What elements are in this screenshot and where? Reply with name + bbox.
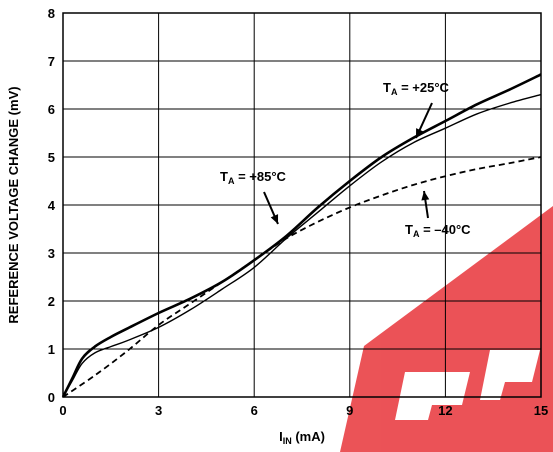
y-tick-labels: 0 1 2 3 4 5 6 7 8 bbox=[48, 6, 56, 405]
annotation-arrowhead bbox=[270, 214, 279, 224]
series-line-85c bbox=[62, 93, 542, 398]
watermark-logo bbox=[340, 206, 553, 452]
series-label: TA = +25°C bbox=[383, 80, 450, 97]
series-label: TA = +85°C bbox=[220, 169, 287, 186]
y-tick-label: 7 bbox=[48, 54, 55, 69]
y-axis-title: REFERENCE VOLTAGE CHANGE (mV) bbox=[6, 86, 21, 323]
y-tick-label: 0 bbox=[48, 390, 55, 405]
y-tick-label: 3 bbox=[48, 246, 55, 261]
y-tick-label: 1 bbox=[48, 342, 55, 357]
y-tick-label: 6 bbox=[48, 102, 55, 117]
series-group bbox=[61, 73, 542, 398]
y-tick-label: 2 bbox=[48, 294, 55, 309]
annotation-25c: TA = +25°C bbox=[383, 80, 450, 139]
watermark-cutout bbox=[395, 372, 470, 420]
x-tick-label: 12 bbox=[438, 403, 452, 418]
x-tick-label: 15 bbox=[534, 403, 548, 418]
series-label: TA = –40°C bbox=[405, 222, 471, 239]
plot-frame bbox=[62, 12, 542, 398]
y-tick-label: 4 bbox=[48, 198, 56, 213]
annotation-85c: TA = +85°C bbox=[220, 169, 287, 225]
annotation-arrowhead bbox=[421, 191, 430, 201]
x-tick-label: 3 bbox=[155, 403, 162, 418]
annotation-minus40c: TA = –40°C bbox=[405, 190, 471, 239]
watermark-cutout bbox=[480, 350, 540, 400]
x-tick-label: 9 bbox=[346, 403, 353, 418]
annotations: TA = +25°C TA = +85°C TA = –40°C bbox=[220, 80, 471, 239]
series-line-minus40c bbox=[62, 156, 542, 398]
x-tick-labels: 0 3 6 9 12 15 bbox=[59, 403, 548, 418]
x-tick-label: 0 bbox=[59, 403, 66, 418]
x-axis-title: IIN (mA) bbox=[279, 429, 325, 446]
annotation-arrowhead bbox=[416, 128, 424, 138]
x-tick-label: 6 bbox=[251, 403, 258, 418]
y-tick-label: 5 bbox=[48, 150, 55, 165]
y-tick-label: 8 bbox=[48, 6, 55, 21]
